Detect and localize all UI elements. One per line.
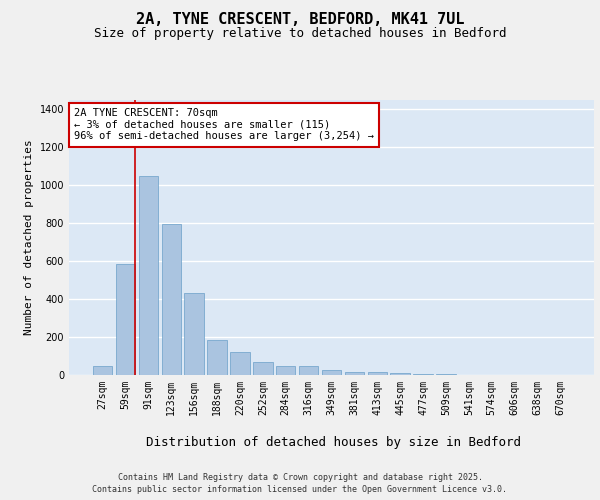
Bar <box>391 373 410 375</box>
Bar <box>344 372 364 375</box>
Bar <box>230 352 250 375</box>
Bar <box>368 372 387 375</box>
Y-axis label: Number of detached properties: Number of detached properties <box>24 140 34 336</box>
Bar <box>253 362 272 375</box>
Bar <box>436 374 455 375</box>
Bar <box>93 366 112 375</box>
Bar <box>208 340 227 375</box>
Bar <box>276 366 295 375</box>
Text: Distribution of detached houses by size in Bedford: Distribution of detached houses by size … <box>146 436 521 449</box>
Bar <box>184 292 204 375</box>
Bar <box>139 176 158 375</box>
Bar <box>116 264 135 375</box>
Text: 2A, TYNE CRESCENT, BEDFORD, MK41 7UL: 2A, TYNE CRESCENT, BEDFORD, MK41 7UL <box>136 12 464 28</box>
Bar <box>322 370 341 375</box>
Bar <box>413 374 433 375</box>
Text: Contains public sector information licensed under the Open Government Licence v3: Contains public sector information licen… <box>92 485 508 494</box>
Text: Size of property relative to detached houses in Bedford: Size of property relative to detached ho… <box>94 28 506 40</box>
Bar <box>161 224 181 375</box>
Bar <box>299 366 319 375</box>
Text: Contains HM Land Registry data © Crown copyright and database right 2025.: Contains HM Land Registry data © Crown c… <box>118 472 482 482</box>
Text: 2A TYNE CRESCENT: 70sqm
← 3% of detached houses are smaller (115)
96% of semi-de: 2A TYNE CRESCENT: 70sqm ← 3% of detached… <box>74 108 374 142</box>
